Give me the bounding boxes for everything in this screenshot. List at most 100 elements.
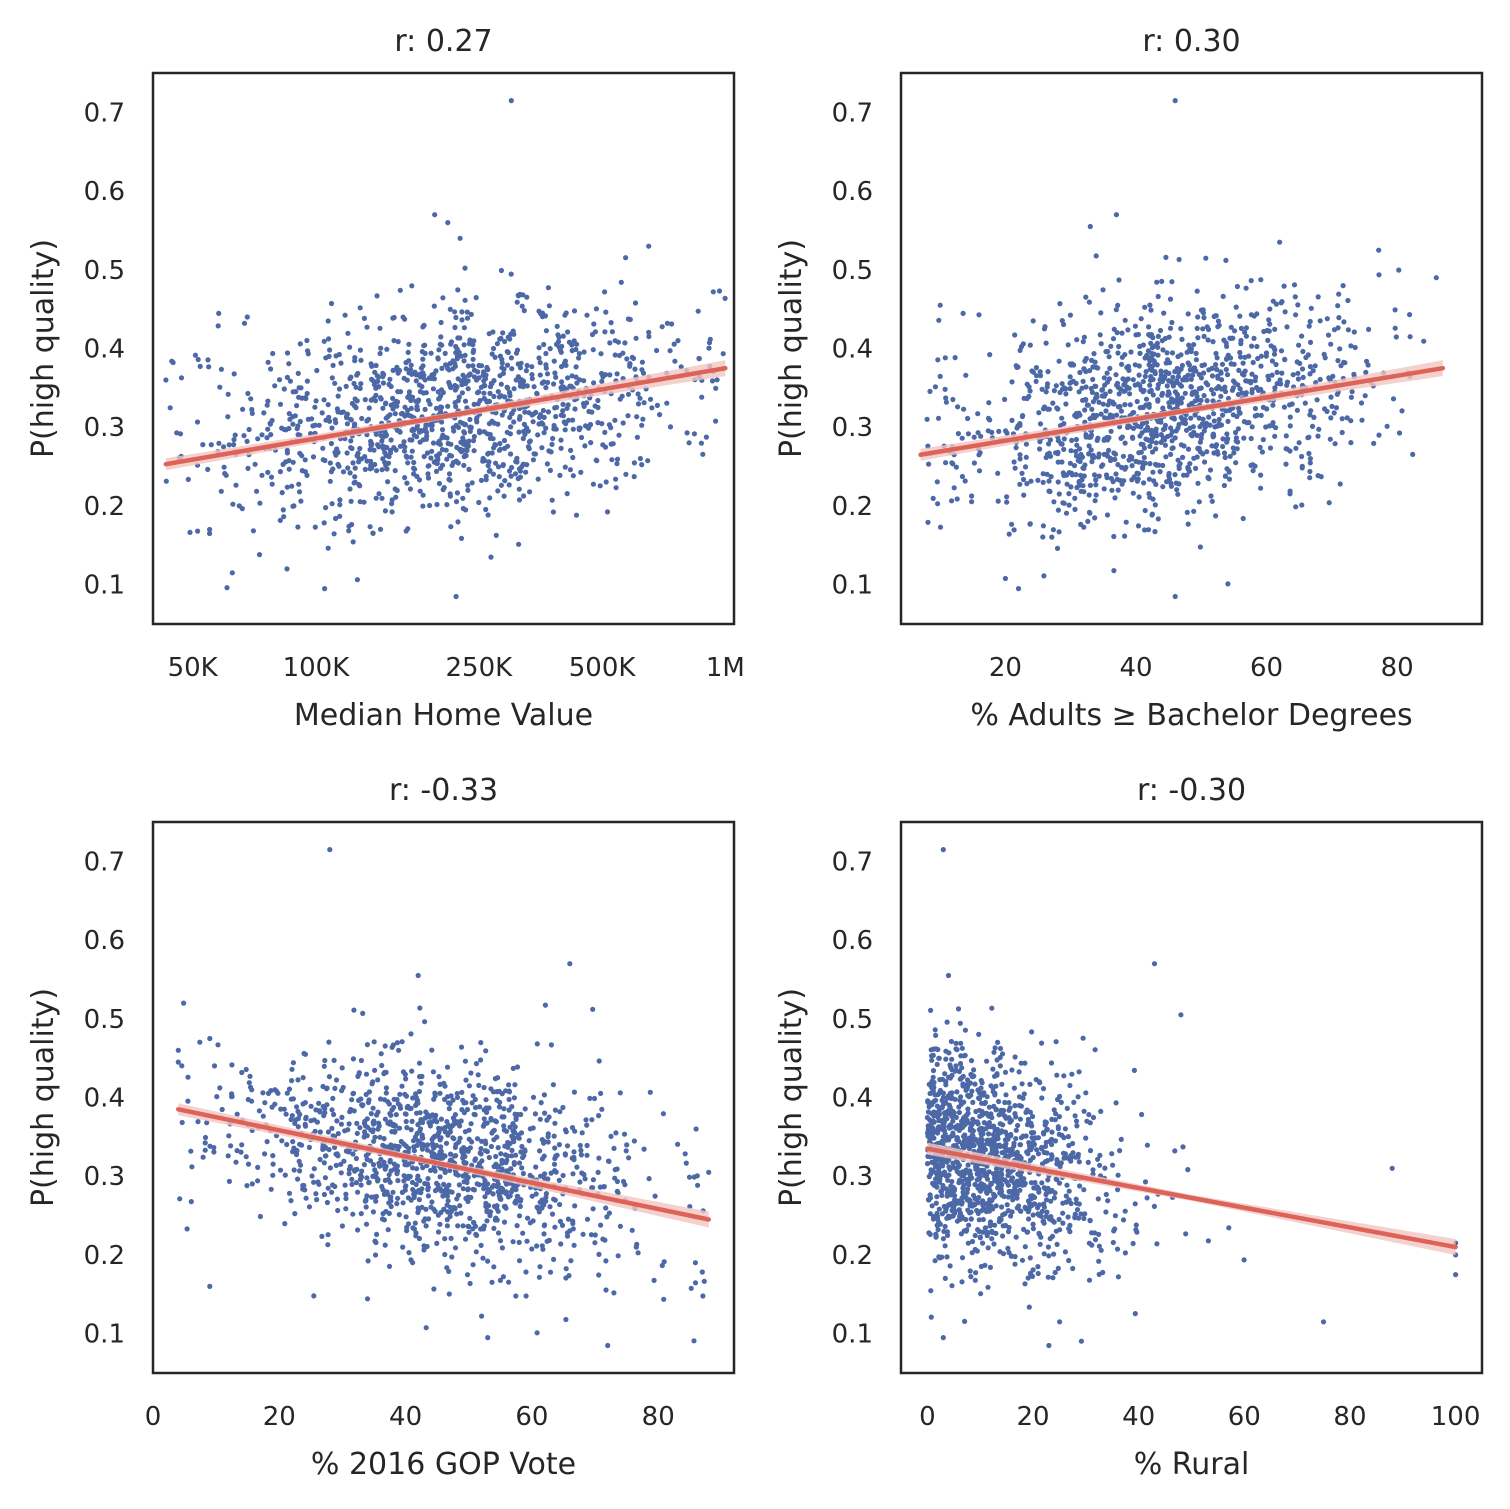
data-point xyxy=(1184,377,1190,383)
data-point xyxy=(1421,338,1427,344)
data-point xyxy=(335,1153,341,1159)
data-point xyxy=(479,1313,485,1319)
data-point xyxy=(1279,370,1285,376)
data-point xyxy=(362,466,368,472)
data-point xyxy=(317,1129,323,1135)
data-point xyxy=(560,408,566,414)
data-point xyxy=(447,1151,454,1157)
data-point xyxy=(541,430,547,436)
data-point xyxy=(539,1137,545,1143)
data-point xyxy=(233,482,239,488)
data-point xyxy=(397,1091,403,1097)
data-point xyxy=(1170,374,1176,380)
data-point xyxy=(1123,519,1129,525)
data-point xyxy=(317,1156,323,1163)
data-point xyxy=(1237,313,1243,319)
data-point xyxy=(243,1154,249,1160)
data-point xyxy=(267,420,273,426)
data-point xyxy=(445,1198,451,1204)
data-point xyxy=(1094,394,1100,400)
data-point xyxy=(471,401,477,407)
data-point xyxy=(392,468,398,474)
data-point xyxy=(1065,1134,1071,1140)
data-point xyxy=(194,419,201,425)
data-point xyxy=(462,398,469,404)
data-point xyxy=(1093,482,1099,488)
data-point xyxy=(969,1238,976,1245)
data-point xyxy=(576,355,582,361)
data-point xyxy=(314,1119,320,1125)
data-point xyxy=(1244,420,1250,426)
data-point xyxy=(436,396,442,402)
data-point xyxy=(371,447,377,453)
data-point xyxy=(1202,459,1208,465)
data-point xyxy=(1258,485,1264,491)
data-point xyxy=(1102,382,1108,388)
data-point xyxy=(637,455,644,462)
data-point xyxy=(1226,469,1232,475)
data-point xyxy=(402,1071,408,1077)
data-point xyxy=(1132,1311,1138,1317)
data-point xyxy=(1091,454,1097,460)
data-point xyxy=(1116,391,1122,397)
data-point xyxy=(1040,1086,1047,1092)
data-point xyxy=(1328,394,1334,400)
data-point xyxy=(1307,371,1313,377)
data-point xyxy=(541,341,547,348)
data-point xyxy=(429,448,435,454)
data-point xyxy=(1049,1129,1055,1135)
data-point xyxy=(603,1258,609,1264)
data-point xyxy=(934,1103,941,1109)
data-point xyxy=(942,355,948,361)
data-point xyxy=(520,1170,527,1177)
data-point xyxy=(529,376,535,382)
data-point xyxy=(406,341,412,347)
data-point xyxy=(700,451,706,457)
data-point xyxy=(1019,1081,1025,1087)
data-point xyxy=(286,361,292,367)
data-point xyxy=(1322,406,1328,412)
data-point xyxy=(1407,312,1413,318)
data-point xyxy=(270,350,276,357)
data-point xyxy=(933,1097,939,1103)
data-point xyxy=(1153,426,1159,432)
data-point xyxy=(405,1175,411,1181)
data-point xyxy=(523,1293,529,1299)
data-point xyxy=(631,460,638,466)
data-point xyxy=(976,1031,982,1037)
data-point xyxy=(1012,465,1018,471)
data-point xyxy=(691,431,698,437)
data-point xyxy=(401,1178,407,1184)
data-point xyxy=(373,362,379,369)
data-point xyxy=(1007,1119,1013,1125)
data-point xyxy=(505,1144,511,1150)
data-point xyxy=(1112,495,1118,501)
scatter-points xyxy=(924,98,1439,600)
data-point xyxy=(962,1318,968,1324)
data-point xyxy=(1243,378,1249,384)
data-point xyxy=(179,1063,185,1069)
data-point xyxy=(939,1138,945,1144)
data-point xyxy=(590,1206,596,1212)
data-point xyxy=(942,1071,948,1077)
data-point xyxy=(957,1060,964,1067)
data-point xyxy=(376,491,382,497)
data-point xyxy=(1006,1100,1012,1106)
data-point xyxy=(1248,435,1254,442)
data-point xyxy=(617,1223,624,1229)
data-point xyxy=(482,1138,488,1144)
data-point xyxy=(465,386,471,392)
data-point xyxy=(451,1117,457,1123)
data-point xyxy=(1022,1244,1028,1250)
data-point xyxy=(1049,1152,1055,1158)
data-point xyxy=(945,1177,951,1183)
data-point xyxy=(390,1121,397,1127)
data-point xyxy=(631,1138,638,1144)
data-point xyxy=(1359,417,1365,423)
data-point xyxy=(941,1169,948,1175)
data-point xyxy=(1057,301,1063,307)
data-point xyxy=(987,352,993,358)
data-point xyxy=(591,321,597,327)
data-point xyxy=(926,1230,932,1236)
data-point xyxy=(409,448,415,454)
